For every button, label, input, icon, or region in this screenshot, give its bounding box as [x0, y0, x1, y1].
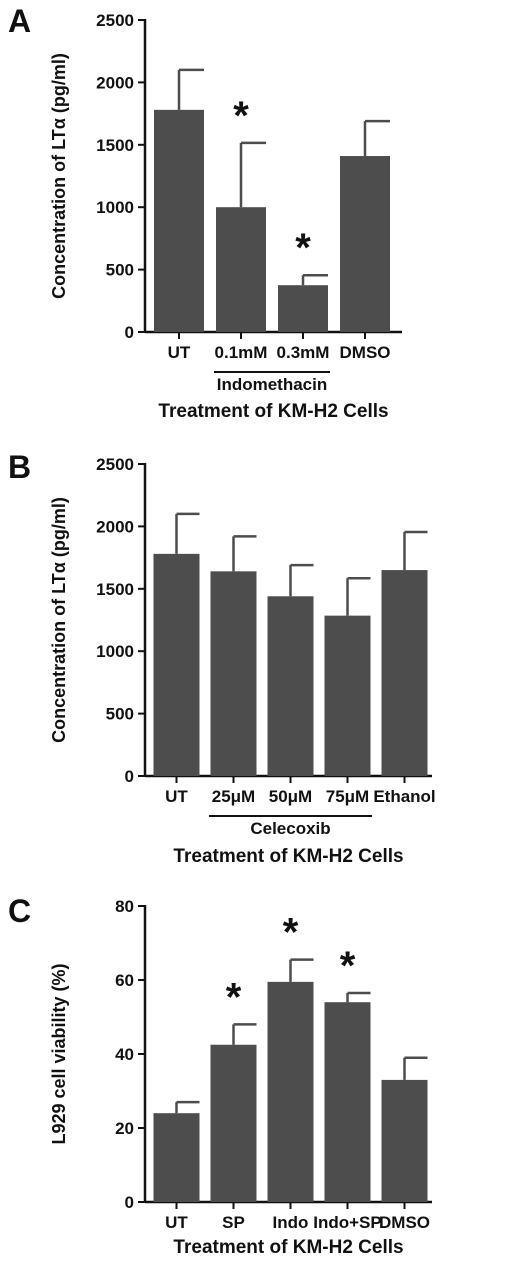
significance-marker: * [295, 226, 311, 270]
y-tick-label: 40 [115, 1045, 134, 1064]
significance-marker: * [233, 94, 249, 138]
panel-letter: A [8, 3, 31, 39]
group-label: Celecoxib [250, 819, 330, 838]
category-label: SP [222, 1213, 245, 1232]
y-tick-label: 1000 [96, 198, 134, 217]
significance-marker: * [340, 944, 356, 988]
y-tick-label: 80 [115, 897, 134, 916]
bar [153, 553, 200, 776]
y-tick-label: 2500 [96, 11, 134, 30]
category-label: UT [165, 1213, 188, 1232]
y-tick-label: 1500 [96, 580, 134, 599]
y-tick-label: 1500 [96, 136, 134, 155]
y-tick-label: 60 [115, 971, 134, 990]
bar [381, 1079, 428, 1202]
panel-c: C 0 20 40 60 80 UT SP * Indo * Indo+SP * DMSO Treatmen… [8, 893, 432, 1258]
x-axis-title: Treatment of KM-H2 Cells [173, 846, 403, 867]
bar [216, 207, 266, 332]
category-label: Indo [273, 1213, 309, 1232]
bar [381, 570, 428, 776]
category-label: 75μM [326, 787, 369, 806]
y-tick-label: 0 [125, 323, 134, 342]
category-label: Indo+SP [313, 1213, 381, 1232]
category-label: UT [168, 343, 191, 362]
bar [278, 285, 328, 332]
category-label: UT [165, 787, 188, 806]
y-tick-label: 2000 [96, 73, 134, 92]
y-axis-title: Concentration of LTα (pg/ml) [49, 53, 69, 299]
bar [154, 109, 204, 332]
y-tick-label: 0 [125, 1193, 134, 1212]
category-label: 0.3mM [277, 343, 330, 362]
x-axis-title: Treatment of KM-H2 Cells [158, 401, 388, 422]
bar [153, 1113, 200, 1202]
group-label: Indomethacin [217, 375, 328, 394]
bar [324, 615, 371, 776]
category-label: DMSO [379, 1213, 430, 1232]
x-axis-title: Treatment of KM-H2 Cells [173, 1237, 403, 1258]
y-tick-label: 0 [125, 767, 134, 786]
category-label: 0.1mM [215, 343, 268, 362]
category-label: 25μM [212, 787, 255, 806]
significance-marker: * [226, 975, 242, 1019]
y-tick-label: 500 [106, 705, 134, 724]
bar [267, 981, 314, 1202]
bar [267, 596, 314, 776]
panel-a: A 0 500 1000 1500 2000 2500 UT 0.1mM * 0.3mM * DMSO I… [8, 3, 402, 422]
y-tick-label: 500 [106, 261, 134, 280]
category-label: DMSO [340, 343, 391, 362]
significance-marker: * [283, 911, 299, 955]
category-label: 50μM [269, 787, 312, 806]
bar [340, 156, 390, 332]
bar [324, 1002, 371, 1202]
y-tick-label: 2500 [96, 455, 134, 474]
bar [210, 571, 257, 776]
y-tick-label: 1000 [96, 642, 134, 661]
y-tick-label: 2000 [96, 517, 134, 536]
y-tick-label: 20 [115, 1119, 134, 1138]
panel-letter: B [8, 449, 31, 485]
y-axis-title: Concentration of LTα (pg/ml) [49, 497, 69, 743]
y-axis-title: L929 cell viability (%) [49, 963, 69, 1144]
panel-letter: C [8, 893, 31, 929]
panel-b: B 0 500 1000 1500 2000 2500 UT 25μM 50μM 75μM Ethan… [8, 449, 436, 867]
bar [210, 1044, 257, 1202]
category-label: Ethanol [373, 787, 435, 806]
